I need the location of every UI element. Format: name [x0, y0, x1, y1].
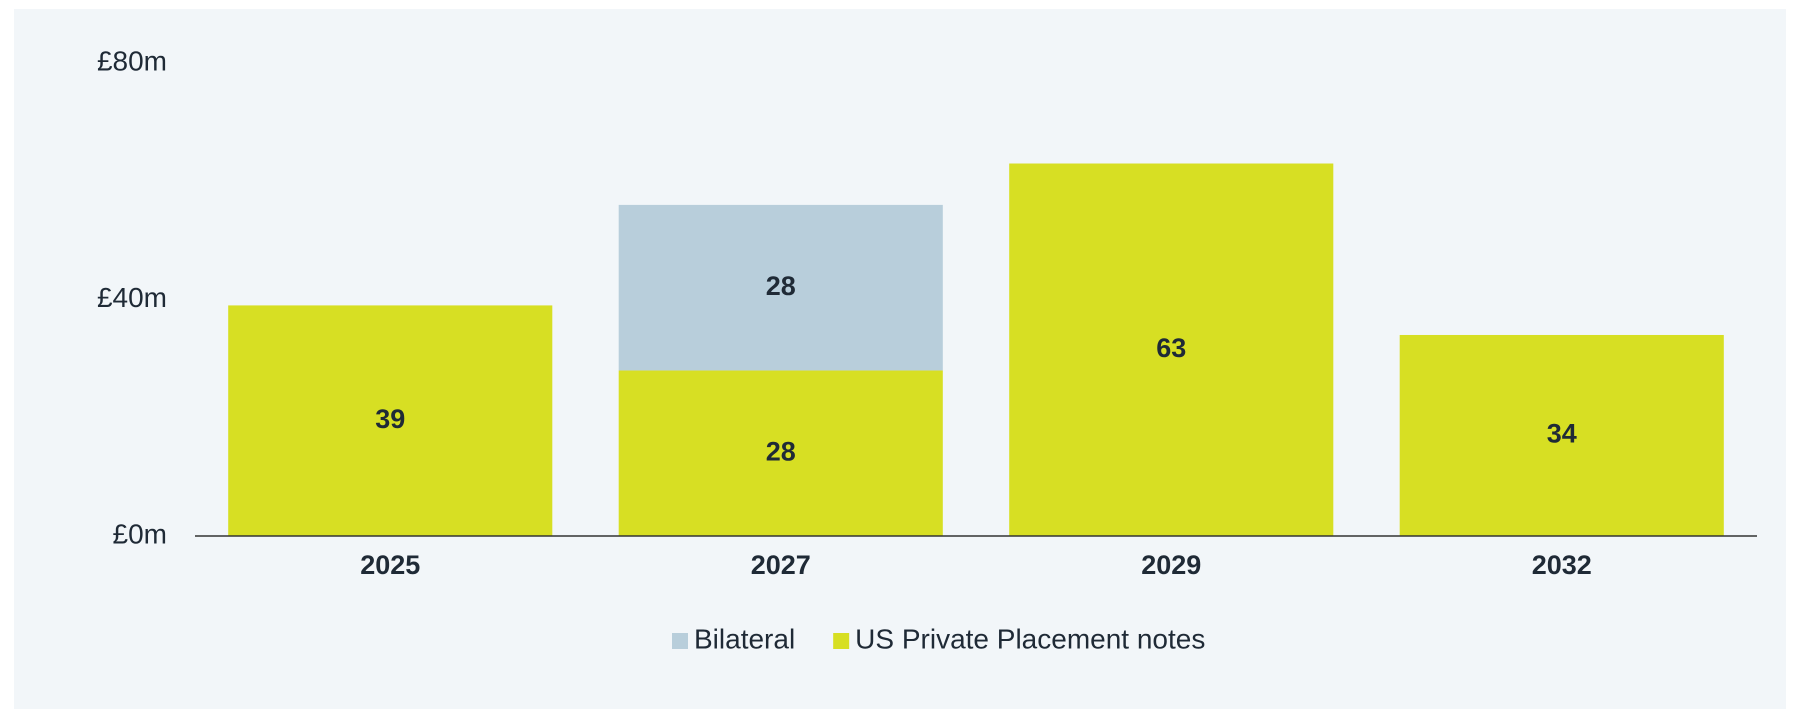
data-label: 39 [375, 404, 405, 434]
data-label: 28 [766, 436, 796, 466]
bar-segment [618, 370, 943, 536]
legend-label: US Private Placement notes [855, 623, 1205, 654]
x-tick-label: 2032 [1532, 550, 1592, 580]
data-label: 28 [766, 271, 796, 301]
y-tick-label: £40m [97, 282, 167, 313]
legend-label: Bilateral [694, 623, 795, 654]
bar-segment [1009, 163, 1334, 536]
y-tick-label: £80m [97, 45, 167, 76]
x-tick-label: 2025 [360, 550, 420, 580]
legend-swatch [672, 633, 688, 649]
data-label: 34 [1547, 419, 1577, 449]
x-tick-label: 2027 [751, 550, 811, 580]
data-label: 63 [1156, 333, 1186, 363]
bar-segment [1399, 334, 1724, 536]
x-tick-label: 2029 [1141, 550, 1201, 580]
bar-segment [228, 305, 553, 536]
y-tick-label: £0m [113, 518, 167, 549]
bar-segment [618, 204, 943, 371]
legend-swatch [833, 633, 850, 649]
